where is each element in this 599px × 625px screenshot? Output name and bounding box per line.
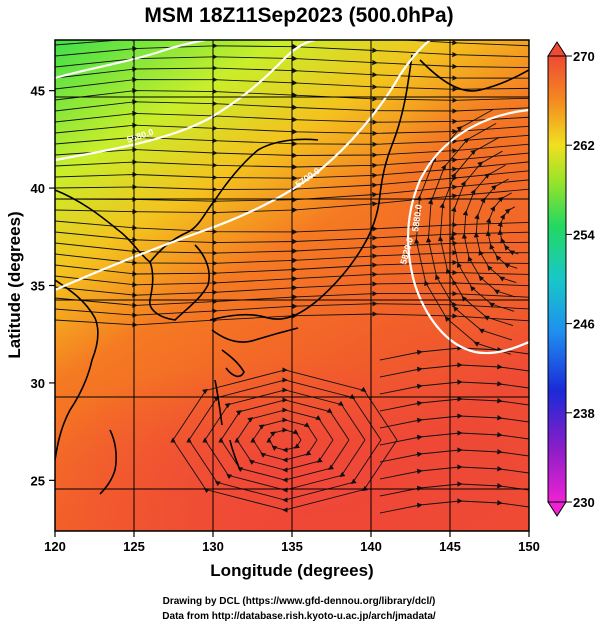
streamline	[379, 464, 529, 480]
colorbar-ticks: 270 262 254 246 238 230	[566, 49, 595, 510]
colorbar-tick-label: 238	[573, 406, 595, 421]
streamline	[379, 345, 529, 361]
x-tick-label: 130	[202, 539, 224, 554]
y-tick-label: 35	[31, 279, 45, 294]
x-tick-label: 125	[123, 539, 145, 554]
y-axis-label: Latitude (degrees)	[5, 211, 24, 358]
streamline	[55, 40, 529, 47]
contour-line-5820	[55, 40, 431, 292]
credit-data: Data from http://database.rish.kyoto-u.a…	[162, 611, 436, 622]
contour-line-5580	[55, 40, 206, 80]
y-tick-label: 25	[31, 473, 45, 488]
x-axis-ticks: 120 125 130 135 140 145 150	[44, 531, 540, 554]
colorbar-bottom-triangle	[547, 501, 567, 517]
colorbar-tick-label: 270	[573, 49, 595, 64]
contour-line-5880	[406, 108, 529, 355]
colorbar-top-triangle	[547, 41, 567, 57]
credit-drawing: Drawing by DCL (https://www.gfd-dennou.o…	[163, 596, 436, 607]
streamline	[379, 430, 529, 446]
streamline	[170, 367, 398, 513]
streamline	[413, 109, 512, 355]
y-tick-label: 30	[31, 376, 45, 391]
coastlines	[55, 54, 529, 495]
streamline	[379, 362, 529, 378]
colorbar-scale	[547, 55, 567, 503]
y-tick-label: 45	[31, 84, 45, 99]
y-axis-ticks: 25 30 35 40 45	[31, 84, 55, 488]
contour-line-5700	[55, 40, 316, 162]
graticule	[55, 40, 529, 531]
streamline	[379, 498, 529, 514]
colorbar-tick-label: 262	[573, 138, 595, 153]
streamline	[379, 413, 529, 429]
colorbar: 270 262 254 246 238 230	[547, 41, 595, 517]
contour-label-5880: 5880.0	[410, 204, 424, 233]
colorbar-tick-label: 230	[573, 495, 595, 510]
x-axis-label: Longitude (degrees)	[210, 561, 373, 580]
wind-streamlines	[55, 40, 529, 514]
map-panel: 5580.0 5700.0 5820.0 5880.0	[55, 40, 529, 531]
y-tick-label: 40	[31, 181, 45, 196]
colorbar-tick-label: 246	[573, 317, 595, 332]
x-tick-label: 150	[518, 539, 540, 554]
streamline	[379, 396, 529, 412]
streamline	[379, 447, 529, 463]
streamline	[379, 481, 529, 497]
height-contours	[55, 40, 529, 355]
colorbar-tick-label: 254	[573, 227, 595, 242]
streamline	[55, 110, 529, 125]
figure-title: MSM 18Z11Sep2023 (500.0hPa)	[144, 4, 453, 27]
x-tick-label: 140	[360, 539, 382, 554]
x-tick-label: 120	[44, 539, 66, 554]
x-tick-label: 145	[439, 539, 461, 554]
x-tick-label: 135	[281, 539, 303, 554]
streamline	[379, 379, 529, 395]
